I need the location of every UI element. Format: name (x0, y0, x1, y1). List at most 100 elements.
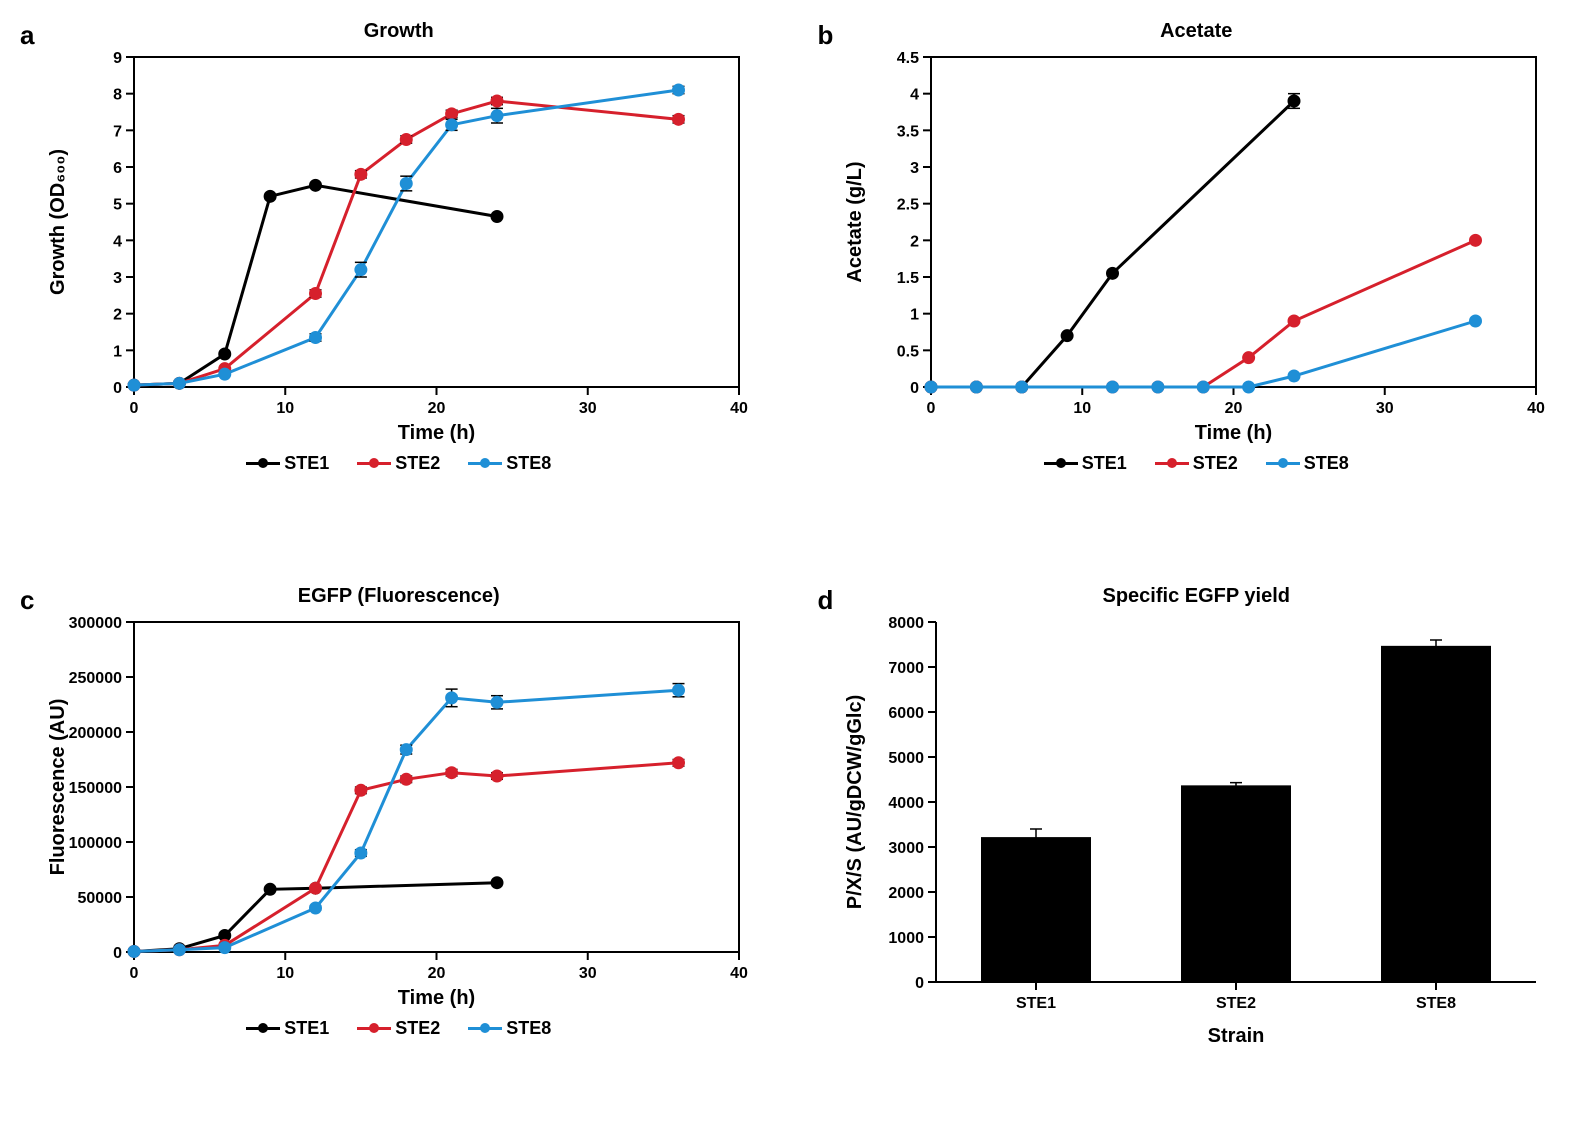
svg-text:250000: 250000 (68, 670, 121, 687)
svg-text:8000: 8000 (889, 615, 925, 632)
svg-text:30: 30 (579, 965, 597, 982)
svg-text:6000: 6000 (889, 705, 925, 722)
panel-d: d Specific EGFP yield 0 1000 2000 3000 4000 5… (818, 585, 1576, 1120)
svg-text:0: 0 (129, 965, 138, 982)
svg-text:0: 0 (129, 400, 138, 417)
svg-text:30: 30 (1376, 400, 1394, 417)
svg-text:STE2: STE2 (1216, 995, 1256, 1012)
svg-text:5: 5 (113, 197, 122, 214)
panel-d-letter: d (818, 585, 834, 616)
legend-item-ste1: STE1 (246, 453, 329, 474)
svg-text:Time (h): Time (h) (1195, 422, 1272, 444)
svg-text:Fluorescence (AU): Fluorescence (AU) (47, 699, 69, 876)
svg-text:4.5: 4.5 (897, 50, 919, 67)
svg-text:1: 1 (910, 307, 919, 324)
svg-text:9: 9 (113, 50, 122, 67)
legend-item-ste2: STE2 (357, 453, 440, 474)
svg-text:0: 0 (915, 975, 924, 992)
svg-text:Growth (OD₆₀₀): Growth (OD₆₀₀) (47, 149, 69, 295)
figure-grid: a Growth 0123456789010203040Time (h)Grow… (20, 20, 1575, 1120)
panel-a-legend: STE1 STE2 STE8 (246, 453, 551, 474)
panel-b-letter: b (818, 20, 834, 51)
svg-text:Time (h): Time (h) (398, 987, 475, 1009)
legend-swatch-icon (1266, 462, 1300, 465)
svg-text:4: 4 (113, 233, 122, 250)
legend-swatch-icon (468, 462, 502, 465)
svg-text:2000: 2000 (889, 885, 925, 902)
svg-text:1000: 1000 (889, 930, 925, 947)
panel-d-chart: 0 1000 2000 3000 4000 5000 6000 7000 8000 STE1 STE… (836, 612, 1556, 1052)
svg-text:50000: 50000 (77, 890, 122, 907)
panel-a-title: Growth (364, 20, 434, 43)
legend-swatch-icon (1155, 462, 1189, 465)
svg-text:Strain: Strain (1208, 1025, 1265, 1047)
legend-swatch-icon (246, 462, 280, 465)
svg-text:STE8: STE8 (1416, 995, 1456, 1012)
panel-b-title: Acetate (1160, 20, 1232, 43)
panel-b-legend: STE1 STE2 STE8 (1044, 453, 1349, 474)
svg-text:3.5: 3.5 (897, 123, 919, 140)
legend-item-ste1: STE1 (1044, 453, 1127, 474)
svg-text:40: 40 (730, 400, 748, 417)
panel-d-title: Specific EGFP yield (1103, 585, 1290, 608)
svg-text:5000: 5000 (889, 750, 925, 767)
legend-swatch-icon (468, 1027, 502, 1030)
svg-text:40: 40 (730, 965, 748, 982)
panel-a: a Growth 0123456789010203040Time (h)Grow… (20, 20, 778, 555)
panel-b: b Acetate 0 0.5 1 1.5 2 2.5 3 3.5 4 4.5 0 10 20 30 40 T… (818, 20, 1576, 555)
svg-text:20: 20 (427, 400, 445, 417)
svg-text:300000: 300000 (68, 615, 121, 632)
svg-text:3: 3 (910, 160, 919, 177)
svg-text:0: 0 (113, 380, 122, 397)
legend-swatch-icon (1044, 462, 1078, 465)
legend-item-ste2: STE2 (1155, 453, 1238, 474)
panel-a-letter: a (20, 20, 34, 51)
legend-label: STE2 (395, 1018, 440, 1039)
legend-item-ste8: STE8 (468, 453, 551, 474)
panel-c-title: EGFP (Fluorescence) (298, 585, 500, 608)
legend-label: STE2 (1193, 453, 1238, 474)
legend-item-ste8: STE8 (468, 1018, 551, 1039)
svg-text:4000: 4000 (889, 795, 925, 812)
svg-text:7: 7 (113, 123, 122, 140)
svg-text:30: 30 (579, 400, 597, 417)
svg-text:7000: 7000 (889, 660, 925, 677)
svg-text:10: 10 (276, 400, 294, 417)
legend-swatch-icon (246, 1027, 280, 1030)
legend-label: STE1 (284, 1018, 329, 1039)
svg-text:0.5: 0.5 (897, 343, 919, 360)
svg-text:10: 10 (1074, 400, 1092, 417)
svg-text:3000: 3000 (889, 840, 925, 857)
legend-item-ste8: STE8 (1266, 453, 1349, 474)
panel-c: c EGFP (Fluorescence) 050000100000150000… (20, 585, 778, 1120)
panel-c-chart: 0500001000001500002000002500003000000102… (39, 612, 759, 1012)
svg-text:Time (h): Time (h) (398, 422, 475, 444)
svg-text:4: 4 (910, 87, 919, 104)
svg-text:2: 2 (113, 307, 122, 324)
legend-swatch-icon (357, 1027, 391, 1030)
svg-text:2: 2 (910, 233, 919, 250)
svg-text:0: 0 (910, 380, 919, 397)
panel-c-legend: STE1 STE2 STE8 (246, 1018, 551, 1039)
legend-swatch-icon (357, 462, 391, 465)
legend-label: STE2 (395, 453, 440, 474)
svg-text:150000: 150000 (68, 780, 121, 797)
legend-label: STE8 (506, 1018, 551, 1039)
panel-c-letter: c (20, 585, 34, 616)
svg-text:10: 10 (276, 965, 294, 982)
legend-label: STE8 (506, 453, 551, 474)
svg-text:40: 40 (1527, 400, 1545, 417)
svg-text:STE1: STE1 (1016, 995, 1056, 1012)
legend-label: STE1 (1082, 453, 1127, 474)
panel-a-chart: 0123456789010203040Time (h)Growth (OD₆₀₀… (39, 47, 759, 447)
legend-label: STE8 (1304, 453, 1349, 474)
svg-text:20: 20 (1225, 400, 1243, 417)
legend-label: STE1 (284, 453, 329, 474)
panel-b-chart: 00.511.522.533.544.5010203040Time (h)Ace… (836, 47, 1556, 447)
svg-text:2.5: 2.5 (897, 197, 919, 214)
svg-text:1.5: 1.5 (897, 270, 919, 287)
svg-text:0: 0 (927, 400, 936, 417)
svg-text:P/X/S (AU/gDCW/gGlc): P/X/S (AU/gDCW/gGlc) (844, 695, 866, 909)
svg-text:3: 3 (113, 270, 122, 287)
svg-text:200000: 200000 (68, 725, 121, 742)
